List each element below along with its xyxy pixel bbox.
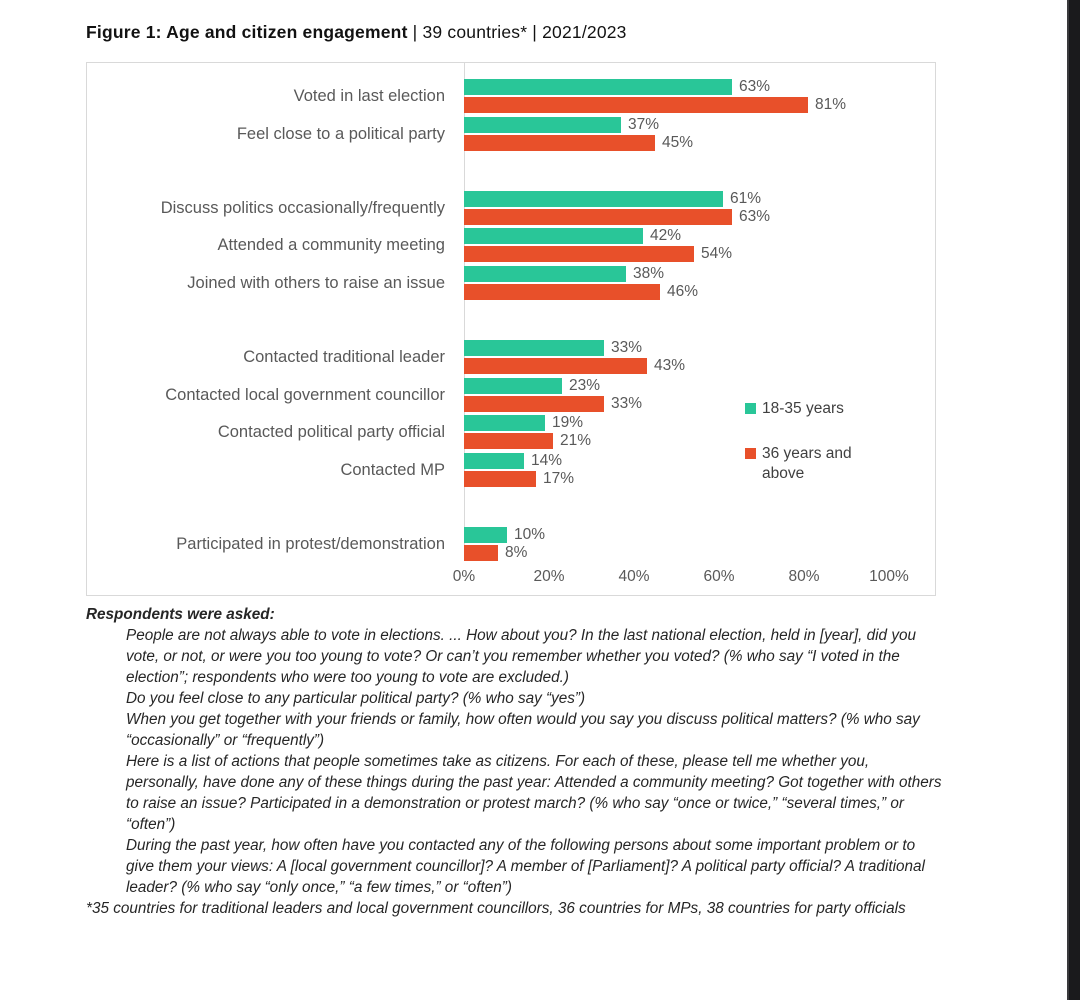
x-axis-tick-label: 0% [452, 568, 476, 585]
x-axis-tick-label: 60% [703, 568, 735, 585]
value-label: 33% [611, 395, 643, 412]
category-label: Participated in protest/demonstration [176, 534, 445, 553]
zero-axis-line [464, 63, 465, 561]
value-label: 63% [739, 78, 771, 95]
value-label: 46% [667, 283, 699, 300]
legend-swatch-icon [745, 448, 756, 459]
category-label: Contacted MP [340, 460, 445, 479]
figure-title-rest: | 39 countries* | 2021/2023 [407, 22, 627, 42]
note-paragraph: When you get together with your friends … [126, 711, 920, 749]
adjacent-window-edge [1067, 0, 1080, 1000]
legend-swatch-icon [745, 403, 756, 414]
x-axis-tick-label: 20% [533, 568, 565, 585]
value-label: 63% [739, 208, 771, 225]
value-label: 33% [611, 339, 643, 356]
bar-18-35 [464, 453, 524, 469]
bar-18-35 [464, 191, 723, 207]
category-label: Contacted political party official [217, 422, 445, 441]
x-axis-tick-label: 80% [788, 568, 820, 585]
value-label: 21% [560, 432, 592, 449]
legend-label: 18-35 years [762, 400, 844, 417]
notes-section: Respondents were asked: People are not a… [86, 604, 944, 919]
bar-36-above [464, 471, 536, 487]
bar-36-above [464, 135, 655, 151]
category-label: Contacted traditional leader [243, 347, 445, 366]
footnote: *35 countries for traditional leaders an… [86, 900, 906, 917]
category-label: Feel close to a political party [236, 124, 445, 143]
value-label: 17% [543, 470, 575, 487]
bar-18-35 [464, 228, 643, 244]
bar-18-35 [464, 266, 626, 282]
category-label: Attended a community meeting [217, 235, 445, 254]
value-label: 19% [552, 414, 584, 431]
note-paragraph: Do you feel close to any particular poli… [126, 690, 586, 707]
value-label: 61% [730, 190, 762, 207]
x-axis-tick-label: 40% [618, 568, 650, 585]
bar-18-35 [464, 117, 621, 133]
bar-18-35 [464, 378, 562, 394]
value-label: 54% [701, 245, 733, 262]
category-label: Voted in last election [293, 86, 445, 105]
bar-36-above [464, 284, 660, 300]
note-paragraph: Here is a list of actions that people so… [126, 753, 942, 833]
legend-label: 36 years and above [762, 445, 852, 482]
bar-36-above [464, 433, 553, 449]
bar-36-above [464, 545, 498, 561]
value-label: 42% [650, 227, 682, 244]
value-label: 45% [662, 134, 694, 151]
notes-paragraphs: People are not always able to vote in el… [86, 625, 944, 898]
value-label: 81% [815, 96, 847, 113]
chart-area: Voted in last election 63% 81% Feel close t… [86, 62, 936, 596]
note-paragraph: During the past year, how often have you… [126, 837, 925, 896]
figure-title-bold: Figure 1: Age and citizen engagement [86, 22, 408, 42]
bar-36-above [464, 97, 808, 113]
value-label: 10% [514, 526, 546, 543]
value-label: 23% [569, 377, 601, 394]
legend-item: 36 years and above [745, 444, 870, 484]
bar-36-above [464, 396, 604, 412]
bar-36-above [464, 209, 732, 225]
value-label: 38% [633, 265, 665, 282]
value-label: 14% [531, 452, 563, 469]
value-label: 37% [628, 116, 660, 133]
notes-heading: Respondents were asked: [86, 606, 275, 623]
bar-36-above [464, 358, 647, 374]
bar-18-35 [464, 415, 545, 431]
bar-18-35 [464, 527, 507, 543]
bar-36-above [464, 246, 694, 262]
category-label: Joined with others to raise an issue [187, 273, 445, 292]
value-label: 43% [654, 357, 686, 374]
category-label: Contacted local government councillor [165, 385, 445, 404]
bar-18-35 [464, 79, 732, 95]
category-label: Discuss politics occasionally/frequently [160, 198, 445, 217]
note-paragraph: People are not always able to vote in el… [126, 627, 916, 686]
legend-item: 18-35 years [745, 399, 870, 419]
value-label: 8% [505, 544, 528, 561]
bar-18-35 [464, 340, 604, 356]
x-axis-tick-label: 100% [869, 568, 909, 585]
figure-title: Figure 1: Age and citizen engagement | 3… [86, 22, 627, 43]
